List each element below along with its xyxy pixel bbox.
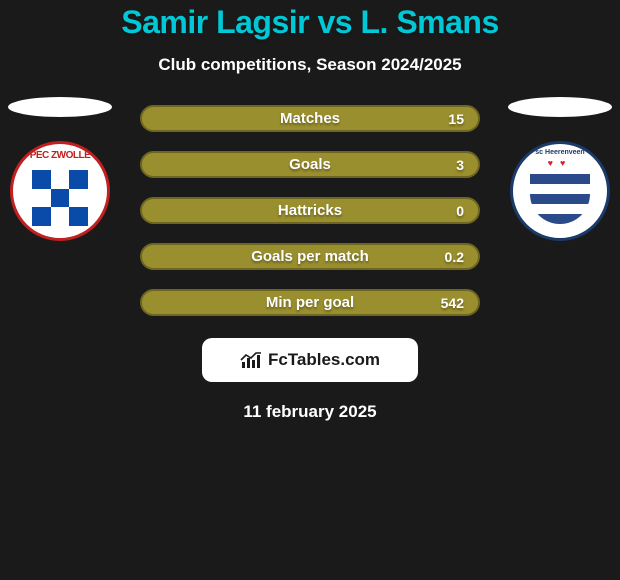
stat-bar-matches: Matches 15 — [140, 105, 480, 132]
heer-stripes — [530, 164, 590, 224]
pec-pattern — [32, 170, 88, 226]
stat-label: Goals per match — [251, 248, 369, 265]
stat-value: 0 — [456, 203, 464, 219]
stat-label: Min per goal — [266, 294, 354, 311]
heer-hearts-icon: ♥♥ — [548, 158, 573, 168]
stat-label: Hattricks — [278, 202, 342, 219]
date-text: 11 february 2025 — [0, 402, 620, 422]
right-player-oval — [508, 97, 612, 117]
left-club-logo: PEC ZWOLLE — [10, 141, 110, 241]
comparison-widget: Samir Lagsir vs L. Smans Club competitio… — [0, 0, 620, 580]
stat-bar-hattricks: Hattricks 0 — [140, 197, 480, 224]
stat-label: Matches — [280, 110, 340, 127]
chart-icon — [240, 351, 262, 369]
brand-text: FcTables.com — [268, 350, 380, 370]
page-title: Samir Lagsir vs L. Smans — [0, 4, 620, 41]
stat-value: 0.2 — [445, 249, 464, 265]
left-player-col: PEC ZWOLLE — [0, 97, 120, 241]
stats-list: Matches 15 Goals 3 Hattricks 0 Goals per… — [140, 105, 480, 316]
content-row: PEC ZWOLLE sc Heerenveen ♥♥ Matches 15 — [0, 105, 620, 316]
stat-value: 3 — [456, 157, 464, 173]
right-club-logo: sc Heerenveen ♥♥ — [510, 141, 610, 241]
stat-bar-goals: Goals 3 — [140, 151, 480, 178]
stat-label: Goals — [289, 156, 331, 173]
pec-label: PEC ZWOLLE — [30, 150, 91, 161]
stat-bar-gpm: Goals per match 0.2 — [140, 243, 480, 270]
right-player-col: sc Heerenveen ♥♥ — [500, 97, 620, 241]
heer-label: sc Heerenveen — [520, 149, 600, 156]
stat-value: 15 — [448, 111, 464, 127]
stat-bar-mpg: Min per goal 542 — [140, 289, 480, 316]
brand-box[interactable]: FcTables.com — [202, 338, 418, 382]
subtitle: Club competitions, Season 2024/2025 — [0, 55, 620, 75]
left-player-oval — [8, 97, 112, 117]
stat-value: 542 — [441, 295, 464, 311]
